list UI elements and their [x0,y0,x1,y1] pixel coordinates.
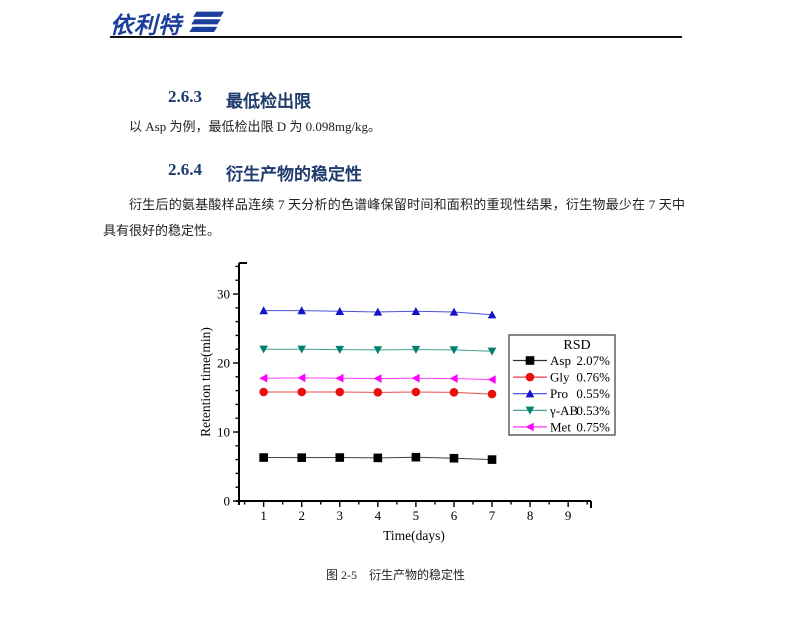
brand-logo-text: 依利特 [110,12,182,38]
series-γ-AB [259,345,497,356]
legend-series-name: Met [550,419,571,434]
y-tick-label: 20 [217,356,230,371]
section-number: 2.6.3 [168,87,202,106]
section-body-2-6-3: 以 Asp 为例，最低检出限 D 为 0.098mg/kg。 [129,119,382,134]
x-tick-label: 7 [489,508,496,523]
legend-item-Met: Met 0.75% [513,419,610,434]
x-tick-label: 2 [298,508,305,523]
legend-item-γ-AB: γ-AB0.53% [513,403,610,418]
section-heading-2-6-4: 2.6.4 衍生产物的稳定性 [168,160,362,185]
y-axis-label: Retention time(min) [198,327,213,437]
legend-series-rsd: 0.76% [576,370,610,385]
legend-series-rsd: 2.07% [576,353,610,368]
x-tick-label: 3 [337,508,344,523]
legend-series-name: Pro [550,386,568,401]
figure-caption: 图 2-5 衍生产物的稳定性 [326,568,465,582]
section-body-2-6-4: 衍生后的氨基酸样品连续 7 天分析的色谱峰保留时间和面积的重现性结果，衍生物最少… [103,197,685,238]
section-title: 衍生产物的稳定性 [226,165,362,184]
x-tick-label: 5 [413,508,420,523]
stability-line-chart: 1 2 3 4 5 6 7 8 9 0 10 20 30 Retention time(min) Time(… [198,262,616,543]
section-title: 最低检出限 [226,92,311,111]
x-tick-label: 8 [527,508,534,523]
legend-item-Asp: Asp 2.07% [513,353,610,368]
header-rule [110,36,682,38]
legend-series-name: Asp [550,353,571,368]
legend-item-Pro: Pro 0.55% [513,386,610,401]
x-tick-label: 9 [565,508,572,523]
y-tick-label: 10 [217,425,230,440]
brand-logo: 依利特 [110,6,224,40]
logo-stripes-icon [189,11,224,33]
axes [236,262,592,508]
legend-series-rsd: 0.75% [576,419,610,434]
x-tick-label: 6 [451,508,458,523]
legend-series-name: Gly [550,370,570,385]
legend-series-rsd: 0.53% [576,403,610,418]
series-Asp [259,452,497,464]
series-Gly [259,387,497,399]
x-axis-label: Time(days) [383,528,445,543]
figure-2-5: 1 2 3 4 5 6 7 8 9 0 10 20 30 Retention time(min) Time(… [198,250,668,562]
legend-item-Gly: Gly 0.76% [513,370,610,385]
x-tick-label: 4 [375,508,382,523]
section-heading-2-6-3: 2.6.3 最低检出限 [168,87,311,112]
legend-series-rsd: 0.55% [576,386,610,401]
x-tick-label: 1 [260,508,267,523]
section-number: 2.6.4 [168,160,202,179]
series-Pro [259,306,497,319]
legend-series-name: γ-AB [549,403,578,418]
legend-title: RSD [563,338,590,353]
y-tick-label: 30 [217,287,230,302]
y-tick-label: 0 [224,494,231,509]
ticks [233,265,588,507]
series-Met [259,373,496,384]
